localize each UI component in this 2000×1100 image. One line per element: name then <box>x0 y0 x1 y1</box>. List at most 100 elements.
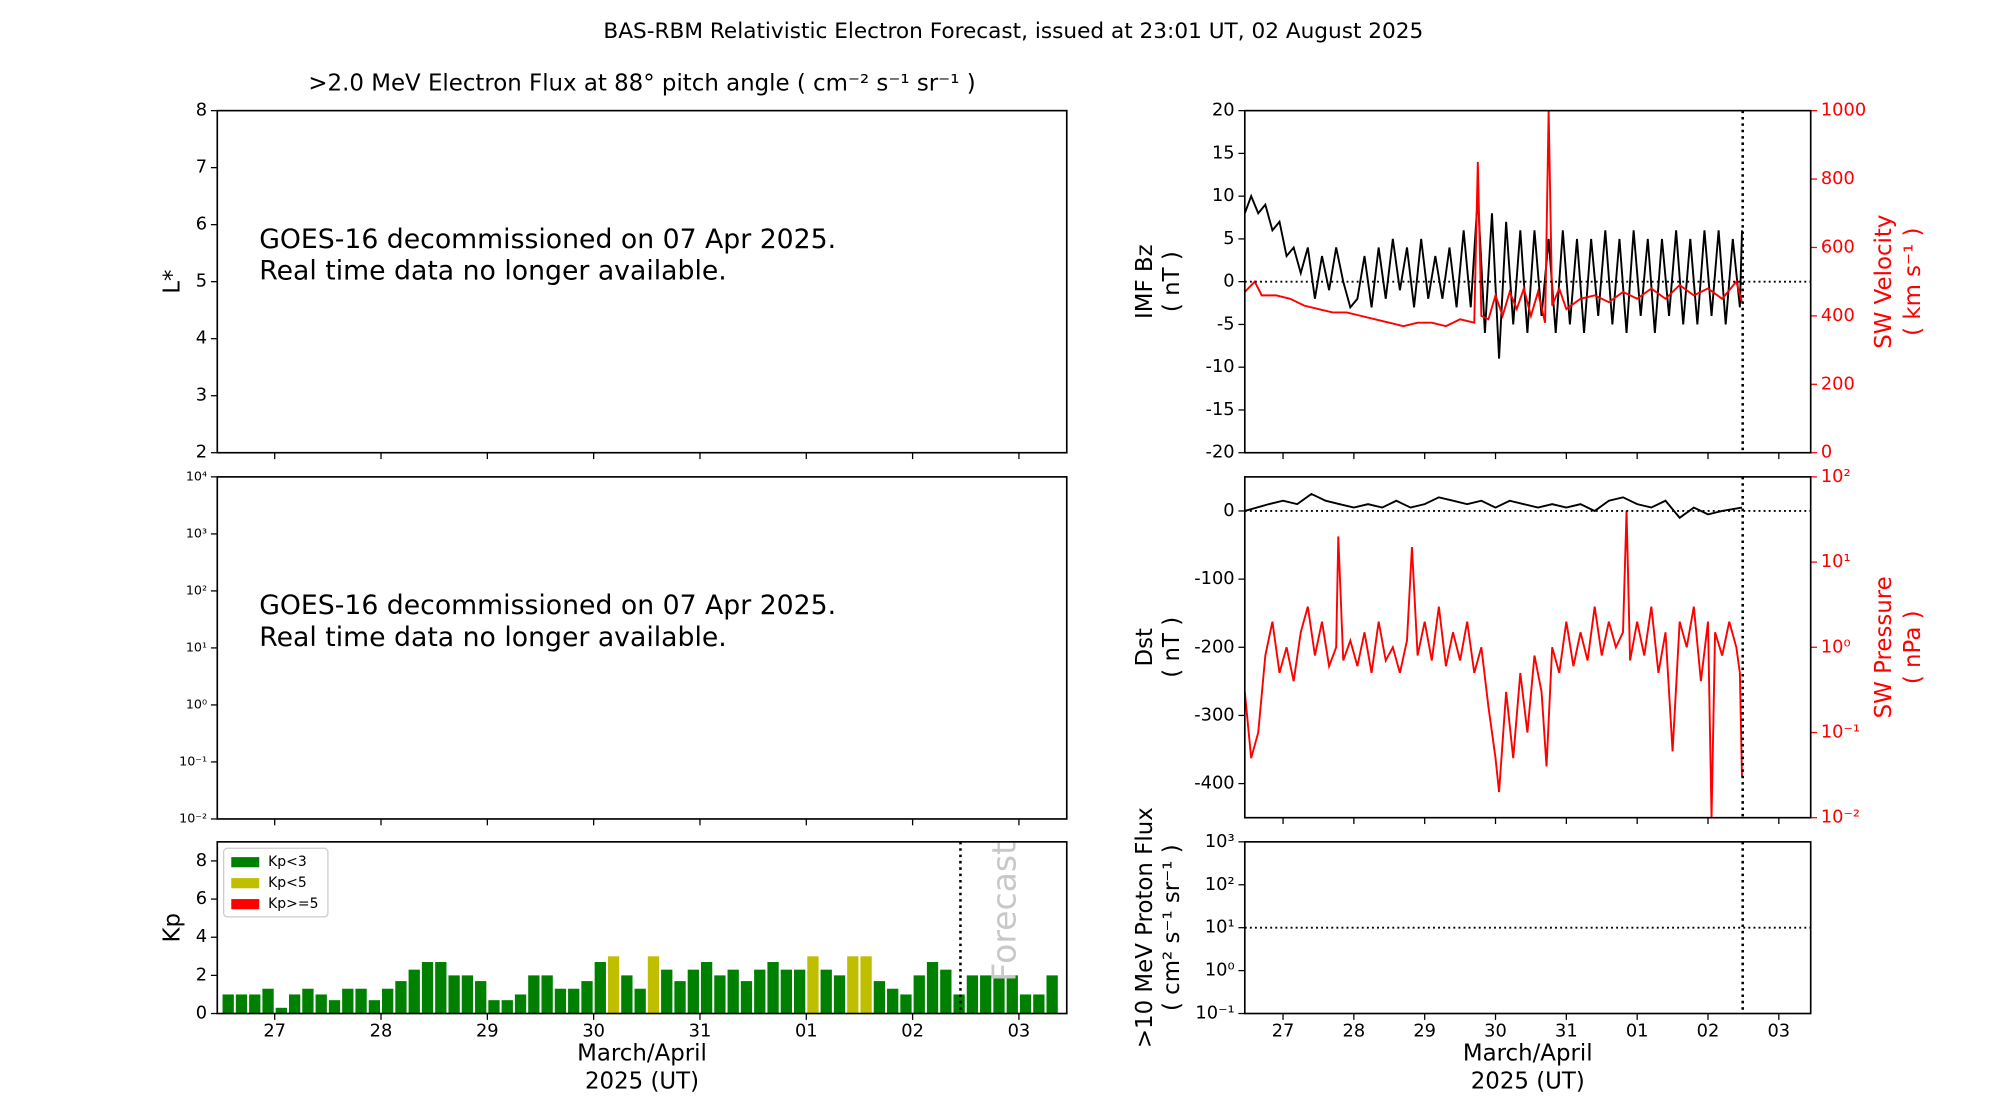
bar <box>288 994 301 1014</box>
legend-label: Kp>=5 <box>268 896 318 912</box>
bar <box>275 1007 287 1014</box>
bar <box>395 981 407 1014</box>
y-tick-label: 10⁻¹ <box>1195 1003 1234 1024</box>
y-tick-label: 10 <box>1212 185 1235 206</box>
bar <box>594 962 606 1014</box>
bar <box>714 975 726 1014</box>
y2-axis-label: ( km s⁻¹ ) <box>1900 227 1926 335</box>
y2-tick-label: 10¹ <box>1821 551 1851 572</box>
y-tick-label: 6 <box>196 214 207 235</box>
bar <box>421 962 434 1014</box>
bar <box>1033 994 1045 1014</box>
bar <box>315 994 327 1014</box>
y-tick-label: -10 <box>1206 356 1235 377</box>
x-tick-label: 27 <box>1272 1020 1295 1041</box>
y-tick-label: 10⁻² <box>179 810 207 825</box>
bar <box>342 988 354 1014</box>
bar <box>328 1000 341 1014</box>
bar <box>249 994 261 1014</box>
y-tick-label: 10⁰ <box>186 696 207 711</box>
y-tick-label: -15 <box>1206 399 1235 420</box>
y-tick-label: 2 <box>196 964 207 985</box>
y2-tick-label: 1000 <box>1821 100 1866 121</box>
x-tick-label: 27 <box>263 1020 286 1041</box>
x-tick-label: 30 <box>1484 1020 1507 1041</box>
bar <box>475 981 487 1014</box>
x-tick-label: 30 <box>582 1020 605 1041</box>
bar <box>528 975 540 1014</box>
bar <box>700 962 713 1014</box>
bar <box>740 981 753 1014</box>
y-tick-label: -300 <box>1194 704 1234 725</box>
series-line <box>1244 510 1743 818</box>
legend-swatch <box>231 857 260 868</box>
bar <box>674 981 686 1014</box>
y-tick-label: 8 <box>196 100 207 121</box>
bar <box>860 956 872 1014</box>
bar <box>793 969 806 1014</box>
axes-frame <box>1243 841 1812 1015</box>
bar <box>448 975 460 1014</box>
x-tick-label: 03 <box>1767 1020 1790 1041</box>
y2-tick-label: 10⁰ <box>1821 636 1851 657</box>
legend-swatch <box>231 899 260 910</box>
axes-frame <box>1243 476 1812 819</box>
bar <box>634 988 646 1014</box>
y-axis-label: L* <box>159 270 185 294</box>
y-tick-label: 10¹ <box>186 639 207 654</box>
x-tick-label: 01 <box>1626 1020 1649 1041</box>
x-tick-label: 28 <box>1343 1020 1366 1041</box>
y-tick-label: 10⁴ <box>186 468 207 483</box>
y-tick-label: 4 <box>196 926 207 947</box>
y-axis-label: ( nT ) <box>1159 251 1185 312</box>
y-tick-label: 20 <box>1212 100 1235 121</box>
x-axis-label: March/April <box>577 1041 707 1067</box>
y-tick-label: 15 <box>1212 142 1235 163</box>
bar <box>435 962 447 1014</box>
bar <box>873 981 886 1014</box>
plot-area <box>1244 492 1743 818</box>
panel-message: Real time data no longer available. <box>259 622 727 653</box>
bar <box>368 1000 381 1014</box>
y2-tick-label: 10⁻¹ <box>1821 721 1860 742</box>
bar <box>581 981 593 1014</box>
series-line <box>1244 110 1743 328</box>
axes-frame <box>216 841 1068 1015</box>
y2-axis-label: SW Velocity <box>1871 215 1897 349</box>
x-tick-label: 02 <box>1697 1020 1720 1041</box>
y-axis-label: ( cm² s⁻¹ sr⁻¹ ) <box>1159 844 1185 1011</box>
panel-message: Real time data no longer available. <box>259 256 727 287</box>
bar <box>607 956 620 1014</box>
y2-tick-label: 0 <box>1821 442 1832 463</box>
y-tick-label: 6 <box>196 888 207 909</box>
axes-frame <box>1243 109 1812 454</box>
bar <box>926 962 939 1014</box>
bar <box>382 988 394 1014</box>
bar <box>554 988 567 1014</box>
bar <box>355 988 367 1014</box>
y-axis-label: >10 MeV Proton Flux <box>1132 807 1158 1048</box>
x-tick-label: 01 <box>795 1020 818 1041</box>
bar <box>847 956 859 1014</box>
y-tick-label: 10⁻¹ <box>179 753 207 768</box>
bar <box>1006 975 1018 1014</box>
x-tick-label: 29 <box>476 1020 499 1041</box>
y-tick-label: 10⁰ <box>1205 960 1235 981</box>
y2-axis-label: SW Pressure <box>1871 576 1897 718</box>
bar <box>222 994 234 1014</box>
bar <box>953 994 965 1014</box>
y-tick-label: -200 <box>1194 636 1234 657</box>
bar <box>833 975 846 1014</box>
bar <box>807 956 819 1014</box>
bar <box>767 962 779 1014</box>
bar <box>568 988 580 1014</box>
bar <box>302 988 314 1014</box>
x-axis-label: March/April <box>1463 1041 1593 1067</box>
bar <box>1019 994 1032 1014</box>
plot-area: Forecast <box>222 842 1058 1014</box>
y2-tick-label: 10⁻² <box>1821 807 1860 828</box>
figure-title: BAS-RBM Relativistic Electron Forecast, … <box>603 19 1423 44</box>
bar <box>900 994 912 1014</box>
bar <box>621 975 633 1014</box>
